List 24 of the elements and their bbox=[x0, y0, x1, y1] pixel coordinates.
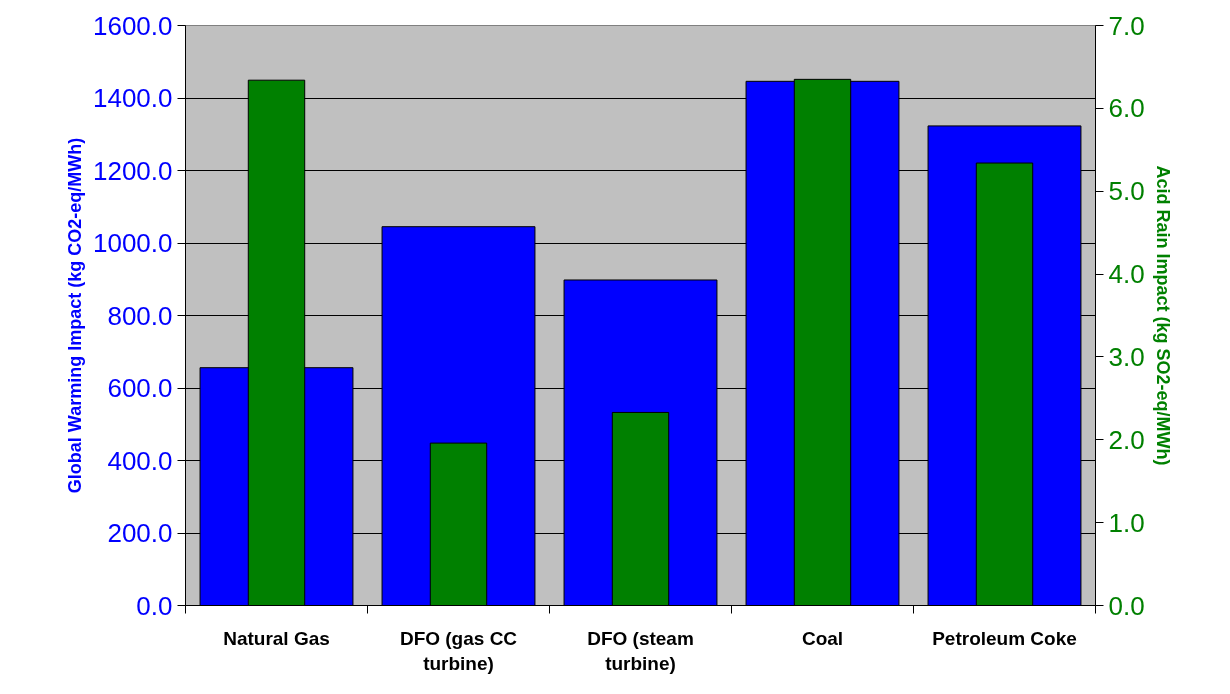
y2-tick-label: 5.0 bbox=[1108, 176, 1145, 207]
y-tick-label: 1200.0 bbox=[92, 155, 173, 186]
y-tick-label: 800.0 bbox=[107, 300, 173, 331]
y-tick-label: 1000.0 bbox=[92, 228, 173, 258]
y2-tick-label: 1.0 bbox=[1108, 507, 1145, 538]
y-tick-label: 1400.0 bbox=[92, 83, 173, 113]
y2-tick-label: 3.0 bbox=[1108, 341, 1145, 372]
y2-tick-label: 2.0 bbox=[1108, 424, 1145, 455]
y2-tick-label: 4.0 bbox=[1108, 259, 1145, 290]
y-tick-label: 0.0 bbox=[136, 590, 173, 621]
y-tick-label: 1600.0 bbox=[92, 10, 173, 41]
x-tick-label: DFO (steam turbine) bbox=[587, 627, 694, 674]
y-tick-label: 400.0 bbox=[107, 445, 173, 476]
x-tick-label: Petroleum Coke bbox=[932, 627, 1077, 649]
y2-tick-label: 6.0 bbox=[1108, 93, 1145, 124]
y2-tick-label: 7.0 bbox=[1108, 10, 1145, 41]
y2-tick-label: 0.0 bbox=[1108, 590, 1145, 621]
x-tick-label: Coal bbox=[801, 627, 844, 649]
y-tick-label: 200.0 bbox=[107, 518, 173, 548]
y-axis-title: Global Warming Impact (kg CO2-eq/MWh) bbox=[64, 137, 85, 494]
x-tick-label: Natural Gas bbox=[223, 627, 330, 649]
y2-axis-title: Acid Rain Impact (kg SO2-eq/MWh) bbox=[1152, 165, 1173, 466]
y-tick-label: 600.0 bbox=[107, 373, 173, 403]
x-tick-label: DFO (gas CC turbine) bbox=[399, 627, 518, 674]
